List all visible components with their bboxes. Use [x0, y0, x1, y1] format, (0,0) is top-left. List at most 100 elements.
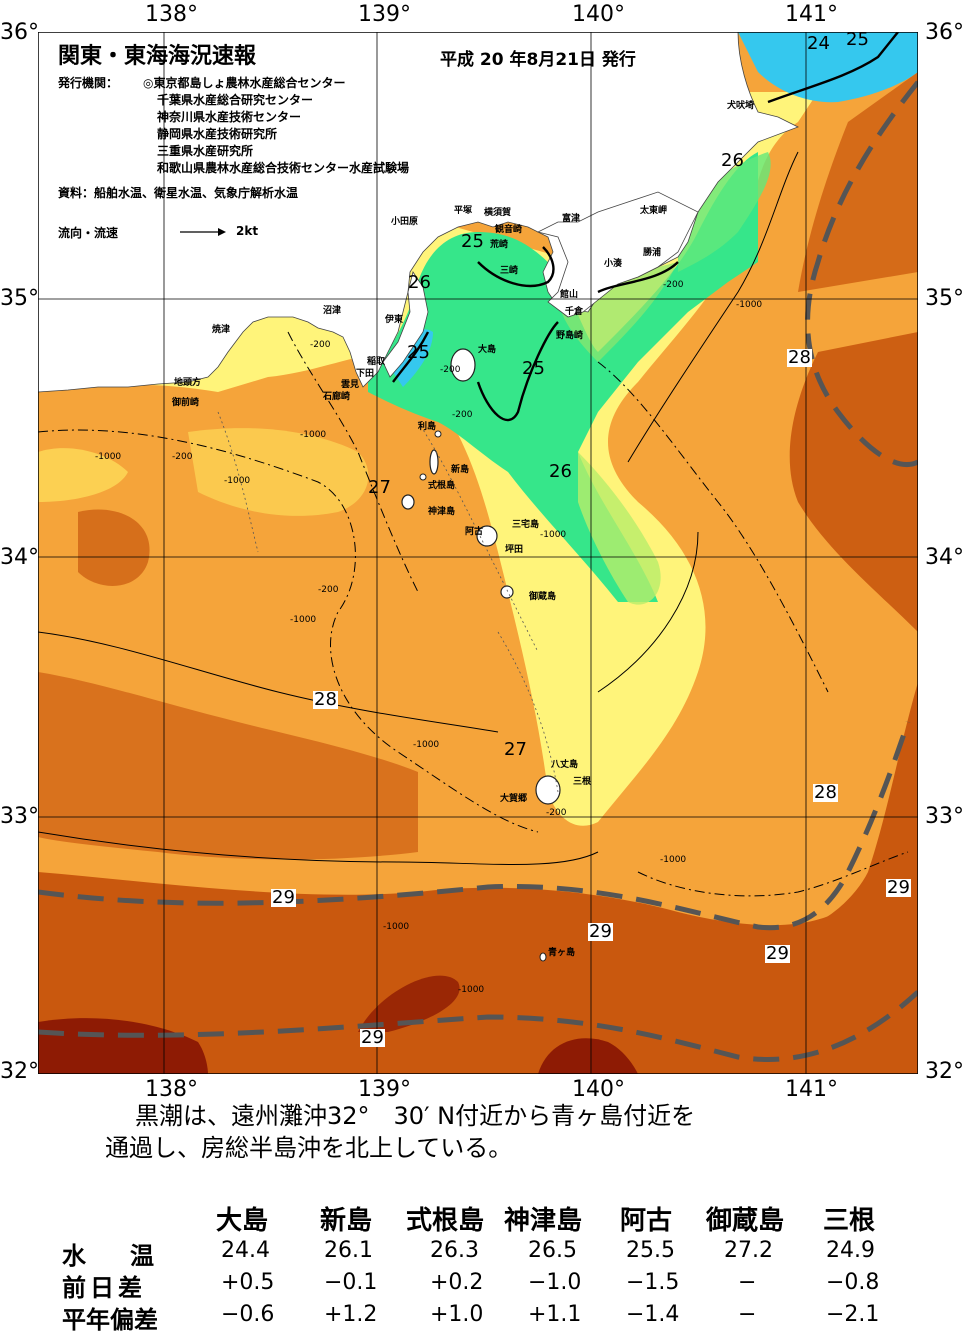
zone-hot-west [38, 672, 418, 860]
place-label: 式根島 [428, 481, 456, 491]
land-izu-peninsula [382, 271, 429, 378]
table-cell: 24.4 [221, 1238, 270, 1263]
isotherm-25-ne [767, 32, 899, 104]
place-label: 利島 [418, 422, 437, 432]
depth-200-b [417, 421, 539, 653]
place-label: 太東岬 [640, 206, 668, 216]
legend-speed-label: 2kt [236, 224, 259, 238]
place-label: 犬吠埼 [727, 101, 755, 111]
place-label: 沼津 [323, 306, 342, 316]
depth-label: -1000 [95, 452, 122, 462]
depth-label: -1000 [300, 430, 327, 440]
land-honshu [38, 32, 799, 393]
org-item: 静岡県水産技術研究所 [157, 127, 278, 141]
col-header-kozushima: 神津島 [504, 1206, 583, 1236]
island-toshima [434, 430, 442, 438]
place-label: 三宅島 [512, 520, 540, 530]
zone-hot-west2 [78, 509, 150, 586]
map-graphic [38, 32, 918, 1074]
isotherm-thin-1 [38, 631, 499, 733]
summary-line-2: 通過し、房総半島沖を北上している。 [105, 1134, 513, 1162]
zone-cool [368, 152, 758, 602]
table-cell: 25.5 [626, 1238, 675, 1263]
org-label: 発行機関： [58, 76, 119, 90]
isotherm-label: 25 [407, 342, 430, 363]
island-temperature-table: 大島 新島 式根島 神津島 阿古 御蔵島 三根 水 温 24.4 26.1 26… [58, 1196, 918, 1334]
isotherm-label: 24 [807, 33, 830, 54]
depth-1000-b [597, 361, 829, 693]
table-cell: −1.4 [626, 1302, 680, 1327]
isotherm-25-izu [392, 331, 430, 383]
zone-mild-inner [188, 428, 369, 516]
col-header-niijima: 新島 [320, 1206, 373, 1236]
place-label: 千倉 [565, 307, 584, 317]
col-header-shikinejima: 式根島 [406, 1206, 485, 1236]
zone-hottest-3 [358, 975, 460, 1032]
isotherm-label: 28 [813, 782, 838, 803]
zone-hot-south [38, 872, 918, 1074]
place-label: 稲取 [367, 357, 386, 367]
col-header-ako: 阿古 [620, 1206, 673, 1236]
place-label: 石廊崎 [323, 392, 351, 402]
zone-hottest-2 [538, 1038, 638, 1074]
lat-label-right-36: 36° [925, 20, 964, 45]
legend-arrow-icon [180, 228, 226, 236]
place-label: 伊東 [385, 315, 404, 325]
row-header-prev-day-diff: 前日差 [62, 1274, 146, 1302]
depth-label: -1000 [736, 300, 763, 310]
place-label: 雲見 [341, 380, 360, 390]
place-label: 平塚 [454, 206, 473, 216]
island-hachijojima [535, 775, 561, 805]
org-item: ◎東京都島しょ農林水産総合センター [143, 76, 346, 90]
island-miyakejima [476, 525, 498, 547]
lat-label-right-32: 32° [925, 1059, 964, 1084]
table-cell: −1.0 [528, 1270, 582, 1295]
isotherm-label: 29 [271, 887, 296, 908]
land-boso [536, 191, 699, 318]
place-label: 御蔵島 [529, 592, 557, 602]
lon-label-top-141: 141° [785, 2, 838, 27]
lon-label-bottom-141: 141° [785, 1077, 838, 1102]
depth-label: -1000 [458, 985, 485, 995]
data-source: 資料：船舶水温、衛星水温、気象庁解析水温 [58, 186, 299, 200]
depth-1000-c [637, 851, 909, 897]
depth-200-d [217, 411, 259, 553]
table-cell: +1.2 [324, 1302, 378, 1327]
zone-cool-south [578, 452, 661, 605]
lat-label-right-35: 35° [925, 286, 964, 311]
lat-label-left-34: 34° [0, 545, 39, 570]
org-item: 神奈川県水産技術センター [157, 110, 302, 124]
lon-label-top-140: 140° [572, 2, 625, 27]
island-aogashima [539, 952, 547, 962]
depth-label: -200 [452, 410, 473, 420]
lat-label-left-33: 33° [0, 804, 39, 829]
table-cell: 26.1 [324, 1238, 373, 1263]
map-title: 関東・東海海況速報 [58, 44, 257, 69]
table-cell: +0.2 [430, 1270, 484, 1295]
org-list: ◎東京都島しょ農林水産総合センター 千葉県水産総合研究センター 神奈川県水産技術… [143, 75, 409, 177]
issue-date: 平成 20 年8月21日 発行 [440, 50, 636, 70]
lat-label-right-33: 33° [925, 804, 964, 829]
table-cell: +1.1 [528, 1302, 582, 1327]
table-cell: 26.3 [430, 1238, 479, 1263]
lat-label-right-34: 34° [925, 545, 964, 570]
depth-label: -1000 [413, 740, 440, 750]
place-label: 三根 [573, 777, 592, 787]
island-kozushima [401, 494, 415, 510]
lon-label-top-139: 139° [358, 2, 411, 27]
table-cell: 27.2 [724, 1238, 773, 1263]
lat-label-left-35: 35° [0, 286, 39, 311]
place-label: 小湊 [604, 259, 623, 269]
isotherm-label: 26 [721, 150, 744, 171]
depth-1000-a [38, 429, 539, 833]
depth-label: -1000 [383, 922, 410, 932]
isotherm-label: 28 [313, 689, 338, 710]
org-item: 千葉県水産総合研究センター [157, 93, 314, 107]
table-cell: −1.5 [626, 1270, 680, 1295]
isotherm-label: 29 [886, 877, 911, 898]
table-cell: +0.5 [221, 1270, 275, 1295]
isotherm-label: 25 [461, 231, 484, 252]
kuroshio-path-north [38, 721, 911, 931]
lon-label-bottom-139: 139° [358, 1077, 411, 1102]
table-cell: −0.6 [221, 1302, 275, 1327]
